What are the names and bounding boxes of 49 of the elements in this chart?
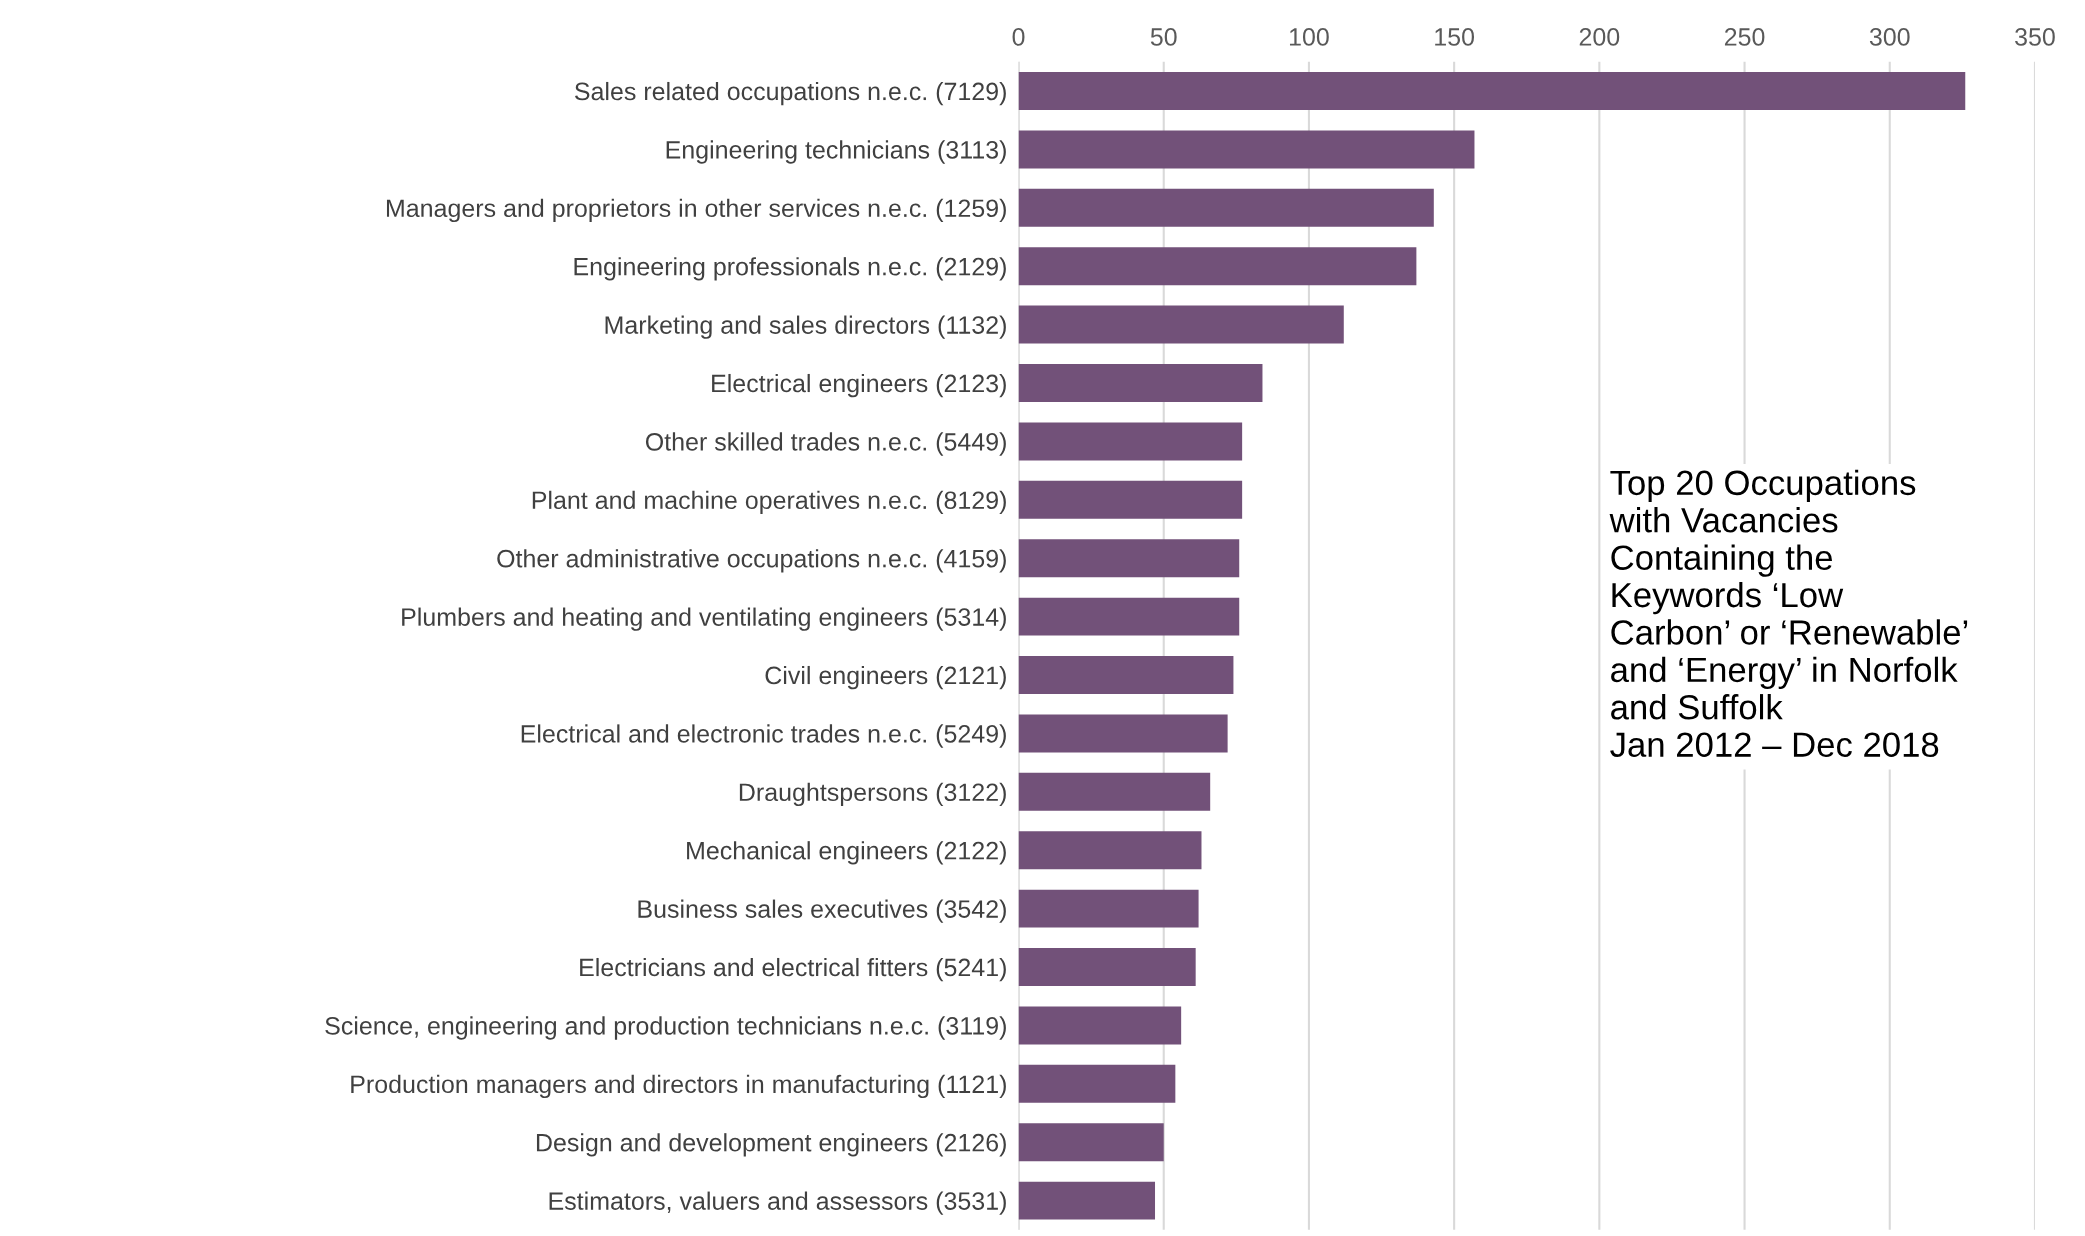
y-tick-label: Production managers and directors in manufacturing (1121): [351, 1074, 1006, 1099]
y-tick-label: Plumbers and heating and ventilating engineers (5314): [402, 607, 1006, 631]
y-tick-label: Plant and machine operatives n.e.c. (8129): [532, 490, 1006, 515]
bar: [1018, 539, 1240, 578]
x-tick-label: 150: [1435, 28, 1475, 46]
bar: [1018, 831, 1202, 870]
bar: [1018, 130, 1475, 169]
bar: [1018, 889, 1199, 928]
y-tick-label: Mechanical engineers (2122): [687, 841, 1006, 865]
x-tick-label: 300: [1869, 28, 1910, 46]
y-tick-label: Sales related occupations n.e.c. (7129): [574, 81, 1006, 106]
y-tick-label: Managers and proprietors in other services n.e.c. (1259): [386, 198, 1006, 223]
x-tick-label: 50: [1150, 28, 1177, 46]
x-tick-label: 250: [1724, 28, 1765, 46]
bar: [1018, 305, 1344, 344]
y-tick-label: Business sales executives (3542): [638, 899, 1006, 923]
bar: [1018, 422, 1243, 461]
bar: [1018, 188, 1434, 227]
y-tick-label: Marketing and sales directors (1132): [605, 315, 1006, 339]
y-tick-label: Electrical and electronic trades n.e.c. (5249): [521, 724, 1006, 748]
bar: [1018, 772, 1211, 811]
y-tick-label: Engineering professionals n.e.c. (2129): [574, 257, 1006, 281]
bar: [1018, 714, 1228, 753]
bar: [1018, 72, 1966, 110]
bar: [1018, 1181, 1156, 1220]
bar: [1018, 247, 1417, 286]
y-tick-label: Electrical engineers (2123): [712, 373, 1006, 398]
x-tick-label: 0: [1012, 28, 1025, 46]
y-tick-label: Estimators, valuers and assessors (3531): [549, 1191, 1006, 1215]
y-tick-label: Science, engineering and production technicians n.e.c. (3119): [325, 1016, 1006, 1040]
text: Top 20 Occupations with Vacancies Containing the Keywords ‘Low Carbon’ or ‘Renewable’ and ‘Energy’ in Norfolk and Suffolk Jan 2012 – Dec 2018: [1609, 469, 1968, 757]
bar: [1018, 656, 1234, 694]
y-tick-label: Design and development engineers (2126): [536, 1133, 1006, 1157]
y-tick-label: Other administrative occupations n.e.c. (4159): [497, 549, 1006, 573]
y-tick-label: Electricians and electrical fitters (5241): [580, 957, 1006, 982]
y-tick-label: Other skilled trades n.e.c. (5449): [645, 432, 1006, 456]
bar: [1018, 1123, 1164, 1162]
x-tick-label: 200: [1579, 28, 1620, 46]
bar: [1018, 597, 1240, 636]
bar: [1018, 364, 1263, 402]
y-tick-label: Engineering technicians (3113): [666, 140, 1006, 164]
x-tick-label: 100: [1289, 28, 1329, 46]
y-tick-label: Draughtspersons (3122): [739, 782, 1006, 807]
y-tick-label: Civil engineers (2121): [765, 665, 1006, 690]
bar: [1018, 948, 1196, 986]
bar: [1018, 1006, 1182, 1045]
bar: [1018, 1064, 1176, 1103]
bar: [1018, 480, 1243, 519]
x-tick-label: 350: [2015, 28, 2055, 46]
